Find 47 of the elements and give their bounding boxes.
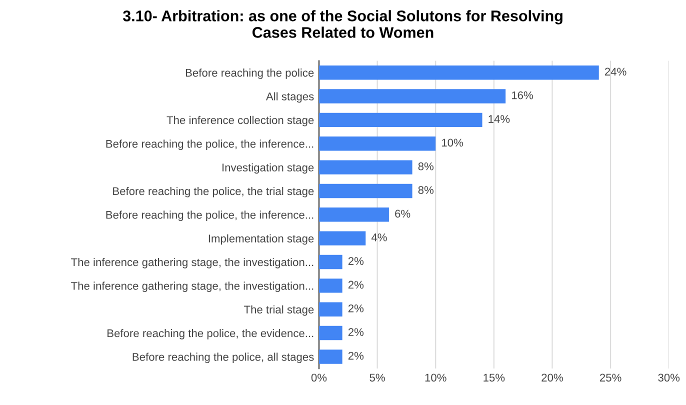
data-label: 24% — [604, 68, 626, 76]
bar — [318, 160, 412, 174]
bar — [318, 184, 412, 198]
x-tick-label: 0% — [311, 374, 327, 382]
y-tick-label: Before reaching the police, the inference... — [106, 140, 314, 150]
data-label: 14% — [488, 115, 510, 123]
data-label: 2% — [348, 257, 364, 265]
data-label: 10% — [442, 138, 464, 147]
y-tick-label: The trial stage — [244, 305, 314, 316]
y-tick-label: Before reaching the police, the inference... — [106, 210, 314, 221]
data-label: 8% — [418, 162, 434, 170]
y-tick-label: Before reaching the police, the evidence... — [108, 329, 314, 340]
y-tick-label: All stages — [266, 92, 314, 103]
bar — [318, 350, 342, 364]
chart-title: 3.10- Arbitration: as one of the Social Solutons for Resolving Cases Related to Women — [122, 10, 562, 38]
y-tick-label: Before reaching the police, the trial stage — [113, 186, 314, 198]
bar — [318, 254, 342, 270]
y-tick-label: The inference gathering stage, the investigation... — [71, 282, 314, 292]
bar — [318, 65, 599, 80]
x-tick-label: 25% — [600, 374, 622, 382]
x-tick-label: 10% — [425, 374, 446, 382]
y-tick-label: Before reaching the police, all stages — [132, 352, 314, 364]
data-label: 16% — [512, 91, 533, 100]
x-tick-label: 20% — [542, 374, 563, 382]
bar — [318, 208, 389, 222]
data-label: 6% — [395, 210, 410, 218]
bar — [318, 326, 342, 340]
bar — [318, 302, 342, 316]
y-tick-label: The inference gathering stage, the investigation... — [71, 258, 314, 268]
data-label: 2% — [348, 304, 364, 312]
data-label: 2% — [348, 280, 364, 289]
y-tick-label: Implementation stage — [208, 234, 314, 245]
bar — [318, 136, 436, 151]
bar — [318, 112, 482, 128]
x-tick-label: 5% — [370, 374, 385, 382]
bar — [318, 231, 366, 246]
data-label: 8% — [418, 186, 434, 194]
y-tick-label: The inference collection stage — [166, 116, 314, 126]
x-tick-label: 30% — [658, 374, 680, 382]
y-tick-label: Investigation stage — [222, 163, 314, 174]
data-label: 2% — [348, 352, 364, 360]
bar — [318, 278, 342, 293]
y-tick-label: Before reaching the police — [186, 68, 314, 79]
bar — [318, 89, 506, 104]
x-tick-label: 15% — [484, 374, 505, 382]
data-label: 4% — [371, 233, 387, 242]
data-label: 2% — [348, 328, 364, 336]
